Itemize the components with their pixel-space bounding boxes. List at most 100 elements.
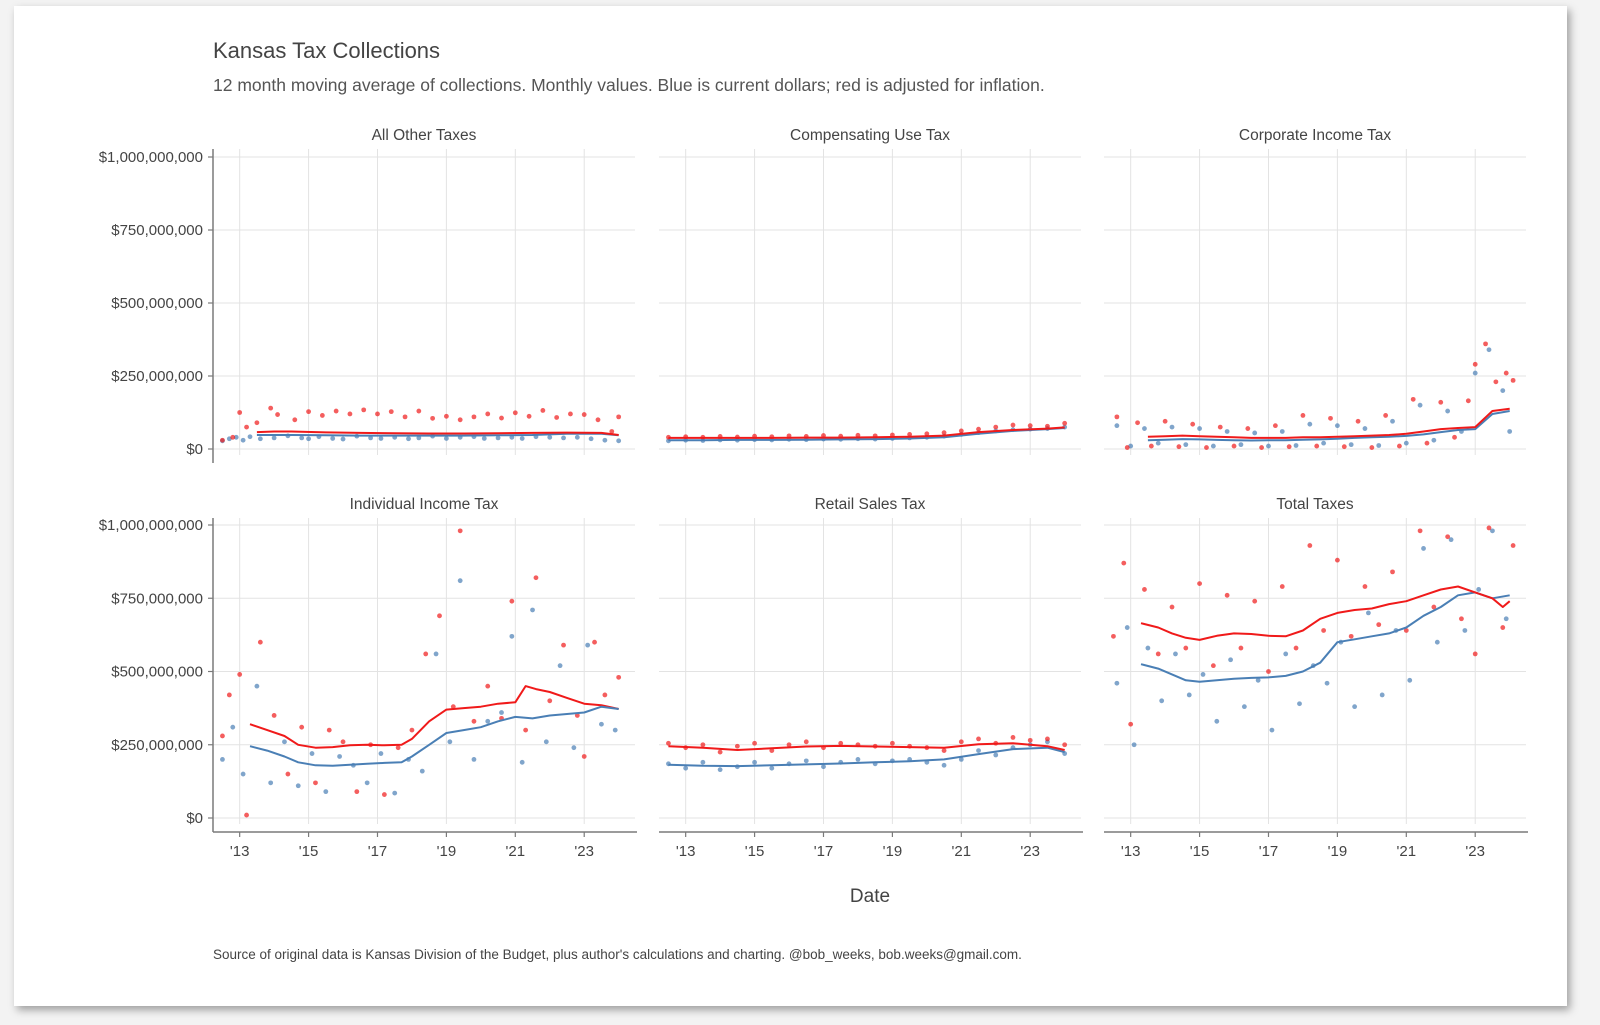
data-point: [1366, 610, 1371, 616]
data-point: [1445, 534, 1451, 540]
data-point: [838, 740, 844, 746]
data-point: [509, 598, 515, 604]
data-point: [509, 633, 515, 639]
data-point: [1362, 426, 1368, 431]
data-point: [1493, 379, 1499, 385]
data-point: [530, 607, 535, 613]
data-point: [958, 757, 964, 762]
data-point: [769, 748, 775, 754]
data-point: [1169, 604, 1175, 610]
y-tick-label: $500,000,000: [111, 295, 203, 312]
data-point: [381, 792, 387, 797]
data-point: [254, 683, 260, 689]
panel-corporate-income-tax: Corporate Income Tax: [1104, 127, 1526, 455]
data-point: [1417, 528, 1423, 534]
data-point: [1324, 680, 1330, 686]
data-point: [354, 789, 360, 795]
data-point: [1228, 657, 1233, 663]
data-point: [1397, 443, 1402, 449]
data-point: [416, 408, 422, 414]
x-tick-label: '13: [676, 843, 696, 860]
panel-title: Corporate Income Tax: [1239, 127, 1391, 144]
x-axis-title: Date: [850, 886, 890, 907]
data-point: [337, 754, 342, 759]
data-point: [976, 748, 981, 754]
series-line: [668, 746, 1065, 768]
panel-all-other-taxes: All Other Taxes $0 $250,000,000 $500,000,00…: [99, 127, 635, 463]
data-point: [275, 412, 280, 417]
data-point: [244, 812, 249, 818]
data-point: [1486, 347, 1492, 353]
data-point: [402, 414, 408, 420]
data-point: [1431, 604, 1437, 610]
data-point: [1438, 399, 1444, 405]
data-point: [1214, 718, 1220, 724]
data-point: [1334, 423, 1340, 429]
data-point: [1162, 418, 1168, 424]
data-point: [323, 789, 329, 795]
data-point: [1269, 727, 1275, 733]
data-point: [523, 727, 529, 733]
series-line: [256, 432, 619, 437]
facet-panels: All Other Taxes $0 $250,000,000 $500,000,00…: [99, 127, 1528, 860]
data-point: [1045, 736, 1050, 742]
data-point: [1500, 388, 1506, 393]
data-point: [1231, 443, 1237, 449]
data-point: [1431, 437, 1437, 443]
data-point: [958, 428, 964, 434]
data-point: [1297, 701, 1302, 707]
data-point: [1169, 424, 1175, 430]
panel-individual-income-tax: Individual Income Tax $0 $250,000,000 $500,…: [99, 496, 637, 860]
data-point: [752, 740, 757, 746]
panel-retail-sales-tax: Retail Sales Tax '13 '15 '17 '19 '21 '23: [659, 496, 1083, 860]
data-point: [443, 436, 449, 441]
panel-total-taxes: Total Taxes '13 '15 '17 '19 '21 '23: [1104, 496, 1528, 860]
data-point: [282, 739, 287, 745]
data-point: [568, 411, 573, 417]
data-point: [519, 759, 525, 765]
data-point: [571, 745, 577, 751]
data-point: [364, 780, 370, 786]
data-point: [1314, 443, 1320, 449]
data-point: [378, 751, 384, 756]
x-tick-label: '19: [437, 843, 457, 860]
data-point: [244, 424, 249, 430]
data-point: [1010, 735, 1016, 740]
data-point: [976, 426, 981, 432]
data-point: [1334, 557, 1340, 563]
data-point: [1155, 440, 1161, 446]
data-point: [1321, 440, 1327, 446]
data-point: [547, 434, 553, 440]
x-tick-label: '13: [1121, 843, 1141, 860]
x-tick-label: '15: [299, 843, 319, 860]
data-point: [616, 674, 622, 680]
data-point: [1124, 445, 1130, 450]
data-point: [1062, 420, 1068, 426]
data-point: [1462, 628, 1468, 633]
data-point: [561, 642, 566, 648]
data-point: [1448, 537, 1454, 543]
data-point: [1424, 440, 1430, 446]
data-point: [574, 434, 580, 440]
data-point: [1307, 543, 1313, 548]
data-point: [1111, 633, 1116, 639]
data-point: [1283, 651, 1289, 657]
data-point: [347, 411, 353, 417]
data-point: [993, 752, 999, 758]
data-point: [485, 411, 491, 417]
data-point: [1476, 587, 1482, 592]
data-point: [1142, 587, 1147, 592]
data-point: [292, 417, 298, 423]
data-point: [271, 435, 277, 441]
data-point: [855, 757, 861, 762]
data-point: [1183, 645, 1189, 651]
x-tick-label: '21: [506, 843, 526, 860]
data-point: [1200, 672, 1206, 677]
data-point: [1217, 424, 1223, 430]
data-point: [561, 435, 566, 441]
data-point: [499, 710, 504, 715]
data-point: [1490, 528, 1495, 534]
data-point: [616, 414, 622, 420]
data-point: [1341, 444, 1347, 450]
data-point: [1328, 415, 1333, 421]
